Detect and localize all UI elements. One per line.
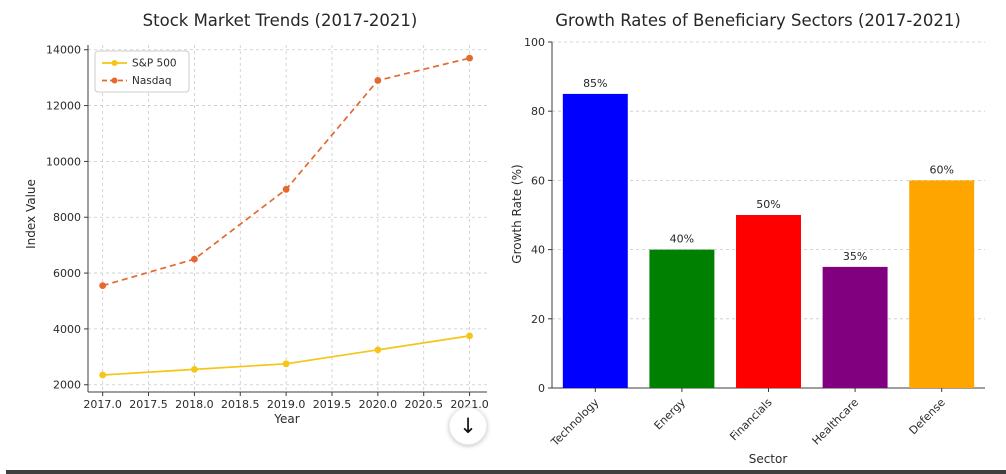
data-point-marker xyxy=(374,77,382,84)
bar-chart-ylabel: Growth Rate (%) xyxy=(510,164,524,264)
bar-defense xyxy=(909,180,975,388)
line-x-tick-label: 2019.5 xyxy=(313,398,352,411)
legend-entry-label: Nasdaq xyxy=(132,75,172,87)
line-chart-xlabel: Year xyxy=(274,412,300,426)
line-y-tick-label: 4000 xyxy=(53,323,81,336)
bar-value-label: 50% xyxy=(756,198,780,211)
data-point-marker xyxy=(466,332,473,340)
bar-x-tick-label: Energy xyxy=(652,396,689,433)
bar-value-label: 60% xyxy=(929,163,953,176)
data-point-marker xyxy=(466,54,473,62)
line-chart-plot: 2000 4000 6000 8000 10000 12000 14000 2017.0 201… xyxy=(46,44,489,411)
window-bottom-edge xyxy=(6,470,1006,474)
line-x-tick-label: 2017.5 xyxy=(129,398,168,411)
line-x-tick-label: 2017.0 xyxy=(83,398,122,411)
bar-chart-title: Growth Rates of Beneficiary Sectors (201… xyxy=(555,11,961,30)
line-y-tick-label: 6000 xyxy=(53,267,81,280)
line-x-tick-label: 2018.0 xyxy=(175,398,214,411)
bar-y-tick-label: 20 xyxy=(531,313,545,326)
legend-entry-label: S&P 500 xyxy=(132,58,177,70)
line-y-tick-label: 8000 xyxy=(53,211,81,224)
download-button[interactable]: ↓ xyxy=(449,407,487,445)
bar-y-tick-label: 0 xyxy=(538,382,545,395)
bar-x-tick-label: Defense xyxy=(907,396,948,437)
bar-x-tick-label: Healthcare xyxy=(810,396,862,448)
line-chart-ylabel: Index Value xyxy=(24,179,38,249)
line-chart-panel: 2000 4000 6000 8000 10000 12000 14000 2017.0 201… xyxy=(24,11,489,426)
line-x-tick-label: 2020.5 xyxy=(404,398,443,411)
download-arrow-icon: ↓ xyxy=(459,413,477,438)
line-y-tick-label: 2000 xyxy=(53,379,81,392)
bar-y-tick-label: 40 xyxy=(531,244,545,257)
line-x-tick-label: 2020.0 xyxy=(359,398,398,411)
data-point-marker xyxy=(282,185,290,193)
bar-x-tick-label: Technology xyxy=(548,396,602,450)
bar-healthcare xyxy=(822,266,888,388)
data-point-marker xyxy=(191,365,198,373)
bar-x-tick-label: Financials xyxy=(727,396,774,443)
line-y-tick-label: 12000 xyxy=(46,100,81,113)
bar-chart-panel: 0 20 40 60 80 100 85% Technology 40% Energy 50% Fin… xyxy=(510,0,1006,474)
legend-marker xyxy=(111,77,118,84)
bar-value-label: 85% xyxy=(583,77,607,90)
data-point-marker xyxy=(374,346,382,354)
bar-y-tick-label: 80 xyxy=(531,105,545,118)
bar-value-label: 40% xyxy=(670,233,694,246)
bar-financials xyxy=(736,215,801,388)
data-point-marker xyxy=(191,255,198,263)
line-chart-legend: S&P 500 Nasdaq xyxy=(94,50,190,93)
line-x-tick-label: 2018.5 xyxy=(221,398,260,411)
legend-marker xyxy=(111,60,118,66)
line-x-tick-label: 2019.0 xyxy=(267,398,306,411)
line-y-tick-label: 14000 xyxy=(46,44,81,57)
line-chart-title: Stock Market Trends (2017-2021) xyxy=(142,11,418,30)
bar-chart-plot: 0 20 40 60 80 100 85% Technology 40% Energy 50% Fin… xyxy=(524,36,985,450)
line-y-tick-label: 10000 xyxy=(46,155,81,168)
bar-technology xyxy=(562,93,628,389)
bar-energy xyxy=(649,249,715,388)
data-point-marker xyxy=(99,371,107,379)
line-chart-grid xyxy=(88,45,487,392)
bar-y-tick-label: 100 xyxy=(524,36,545,49)
bar-value-label: 35% xyxy=(843,250,867,263)
bar-y-tick-label: 60 xyxy=(531,174,545,187)
bar-chart-xlabel: Sector xyxy=(748,452,788,466)
data-point-marker xyxy=(282,360,290,368)
data-point-marker xyxy=(99,282,107,290)
